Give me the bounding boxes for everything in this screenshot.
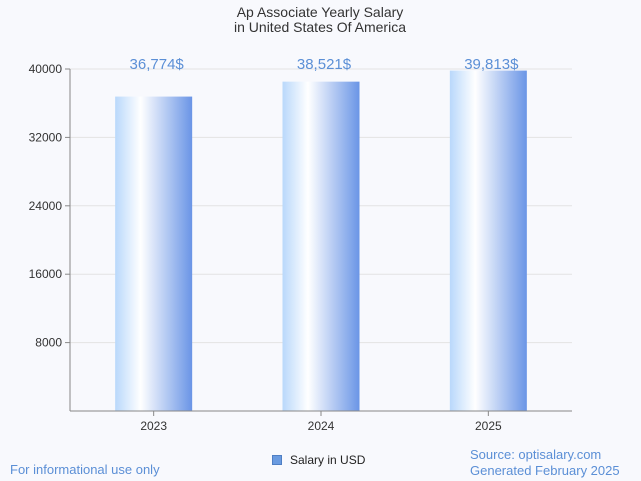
chart-title-line-2: in United States Of America (234, 19, 406, 35)
y-tick-label: 32000 (29, 130, 63, 144)
source-text: Source: optisalary.com (470, 447, 602, 462)
chart-title-line-1: Ap Associate Yearly Salary (237, 4, 404, 20)
y-tick-label: 8000 (35, 336, 62, 350)
legend-swatch (272, 455, 282, 465)
x-tick-label: 2025 (475, 419, 502, 433)
x-tick-label: 2023 (140, 419, 167, 433)
generated-date: Generated February 2025 (470, 463, 620, 478)
value-label: 39,813$ (464, 56, 519, 73)
y-tick-label: 24000 (29, 199, 63, 213)
value-label: 38,521$ (297, 56, 352, 73)
disclaimer-text: For informational use only (10, 462, 160, 477)
y-tick-label: 16000 (29, 267, 63, 281)
bar (115, 96, 193, 411)
y-tick-label: 40000 (29, 62, 63, 76)
bar (282, 81, 360, 411)
bar (449, 70, 527, 411)
legend: Salary in USD (272, 453, 365, 467)
source-info: Source: optisalary.com Generated Februar… (470, 447, 620, 479)
value-label: 36,774$ (130, 56, 185, 73)
bars: 36,774$ 2023 38,521$ 2024 39,813$ 2025 (115, 56, 527, 433)
legend-label: Salary in USD (290, 453, 366, 467)
x-tick-label: 2024 (308, 419, 335, 433)
